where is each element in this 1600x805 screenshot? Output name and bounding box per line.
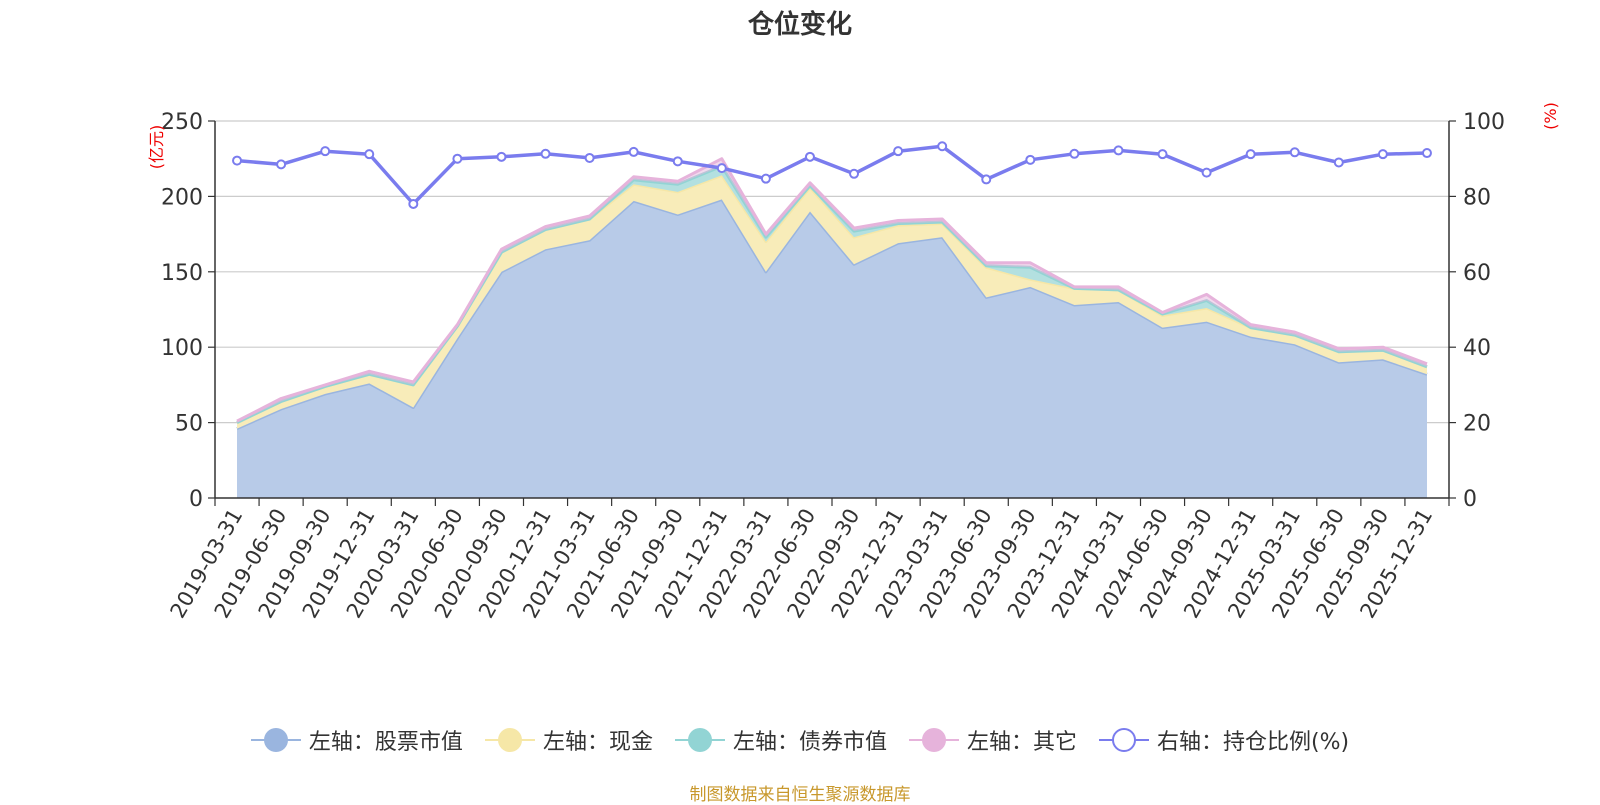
ratio-point[interactable] (937, 141, 948, 152)
left-axis-unit-label: (亿元) (147, 125, 166, 170)
legend-item-ratio[interactable]: 右轴：持仓比例(%) (1098, 724, 1350, 756)
legend-item-other[interactable]: 左轴：其它 (908, 724, 1077, 756)
ratio-point[interactable] (1421, 148, 1432, 159)
ratio-point[interactable] (893, 146, 904, 157)
legend: 左轴：股票市值 左轴：现金 左轴：债券市值 左轴：其它 右轴：持仓比例(%) (0, 720, 1600, 760)
legend-marker-icon (484, 728, 535, 752)
left-axis-tick-label: 150 (161, 261, 203, 286)
legend-label: 左轴：现金 (542, 730, 653, 755)
ratio-point[interactable] (1377, 149, 1388, 160)
left-axis-tick-label: 200 (161, 185, 203, 210)
series-line-other (236, 157, 1428, 423)
legend-item-stock[interactable]: 左轴：股票市值 (250, 724, 463, 756)
ratio-point[interactable] (540, 148, 551, 159)
right-axis-unit-label: (%) (1541, 102, 1560, 130)
left-axis-tick-label: 250 (161, 110, 203, 135)
ratio-point[interactable] (760, 173, 771, 184)
ratio-point[interactable] (1113, 145, 1124, 156)
left-axis-tick-label: 50 (175, 412, 203, 437)
legend-marker-icon (908, 728, 959, 752)
right-axis-tick-label: 0 (1463, 487, 1477, 512)
ratio-point[interactable] (408, 198, 419, 209)
right-axis-tick-label: 80 (1463, 185, 1491, 210)
ratio-point[interactable] (1025, 154, 1036, 165)
area-cash (237, 175, 1427, 429)
ratio-point[interactable] (1289, 147, 1300, 158)
ratio-point[interactable] (364, 149, 375, 160)
legend-marker-icon (250, 728, 301, 752)
series-line-ratio (236, 144, 1428, 206)
ratio-point[interactable] (628, 146, 639, 157)
right-axis-tick-label: 40 (1463, 336, 1491, 361)
ratio-point[interactable] (276, 159, 287, 170)
ratio-point[interactable] (716, 163, 727, 174)
ratio-point[interactable] (452, 153, 463, 164)
ratio-point[interactable] (584, 152, 595, 163)
ratio-point[interactable] (672, 156, 683, 167)
ratio-point[interactable] (849, 168, 860, 179)
ratio-point[interactable] (232, 155, 243, 166)
source-note: 制图数据来自恒生聚源数据库 (689, 785, 911, 805)
ratio-point[interactable] (1333, 157, 1344, 168)
legend-item-cash[interactable]: 左轴：现金 (484, 724, 653, 756)
legend-marker-icon (1098, 728, 1149, 752)
ratio-point[interactable] (804, 151, 815, 162)
ratio-point[interactable] (1157, 149, 1168, 160)
left-axis-tick-label: 0 (189, 487, 203, 512)
legend-item-bond[interactable]: 左轴：债券市值 (674, 724, 887, 756)
right-axis-tick-label: 60 (1463, 261, 1491, 286)
right-axis-tick-label: 100 (1463, 110, 1505, 135)
ratio-point[interactable] (1245, 149, 1256, 160)
ratio-point[interactable] (320, 146, 331, 157)
chart-title: 仓位变化 (747, 10, 852, 40)
ratio-point[interactable] (1201, 167, 1212, 178)
ratio-point[interactable] (1069, 148, 1080, 159)
legend-label: 右轴：持仓比例(%) (1156, 730, 1350, 755)
legend-label: 左轴：其它 (966, 730, 1077, 755)
right-axis-tick-label: 20 (1463, 412, 1491, 437)
ratio-point[interactable] (981, 174, 992, 185)
legend-marker-icon (674, 728, 725, 752)
ratio-point[interactable] (496, 151, 507, 162)
legend-label: 左轴：股票市值 (308, 730, 463, 755)
area-stock (237, 199, 1427, 498)
legend-label: 左轴：债券市值 (732, 730, 887, 755)
left-axis-tick-label: 100 (161, 336, 203, 361)
